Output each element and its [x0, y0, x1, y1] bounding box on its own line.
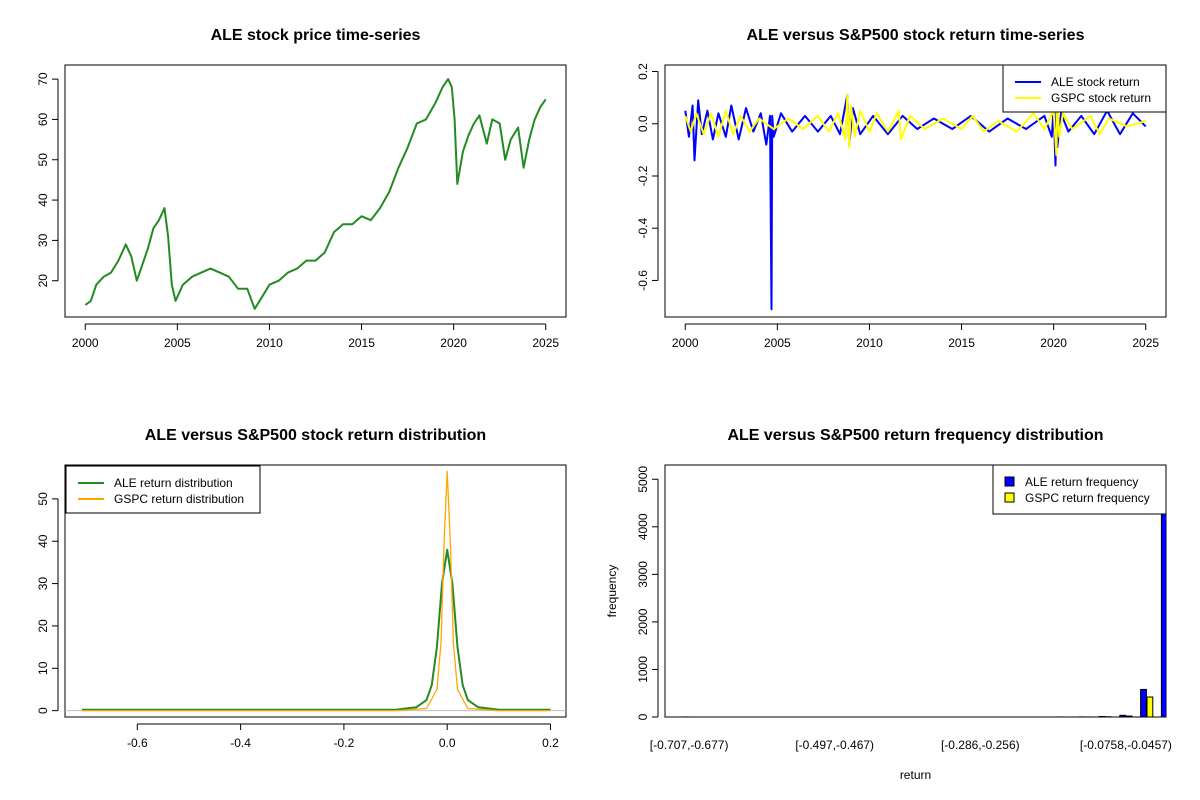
x-axis-title: return	[900, 768, 931, 782]
plot-frame	[64, 64, 567, 318]
x-tick-label: 2020	[1040, 336, 1067, 350]
y-tick-label: 0.0	[636, 115, 650, 132]
y-tick-label: 0.2	[636, 63, 650, 80]
y-tick-label: 60	[36, 112, 50, 126]
legend-box	[992, 464, 1167, 515]
chart-4: ALE versus S&P500 return frequency distr…	[605, 427, 1172, 782]
y-axis: 0 10 20 30 40 50	[36, 492, 59, 714]
x-tick-label: 2005	[764, 336, 791, 350]
y-tick-label: -0.6	[636, 270, 650, 291]
legend-swatch	[1004, 476, 1015, 487]
chart-title: ALE stock price time-series	[211, 27, 421, 44]
x-axis: -0.6 -0.4 -0.2 0.0 0.2	[127, 723, 559, 750]
legend: ALE return distribution GSPC return distr…	[65, 465, 261, 514]
y-axis-title: frequency	[605, 565, 619, 618]
x-tick-label: 2010	[256, 336, 283, 350]
plot-frame	[64, 464, 567, 718]
chart-title: ALE versus S&P500 stock return time-seri…	[747, 27, 1085, 44]
x-tick-label: 0.2	[542, 736, 559, 750]
x-tick-label: -0.4	[230, 736, 251, 750]
legend: ALE stock return GSPC stock return	[1002, 64, 1167, 113]
legend-label: ALE return frequency	[1025, 475, 1138, 489]
gspc-frequency-bar	[1146, 696, 1154, 717]
y-tick-label: 10	[36, 661, 50, 675]
x-tick-label: 2015	[948, 336, 975, 350]
x-tick-label: [-0.0758,-0.0457)	[1080, 738, 1172, 752]
y-tick-label: 0	[36, 707, 50, 714]
y-tick-label: 40	[36, 193, 50, 207]
x-tick-label: 2020	[440, 336, 467, 350]
y-tick-label: 3000	[636, 561, 650, 588]
y-tick-label: 50	[36, 492, 50, 506]
y-tick-label: 2000	[636, 608, 650, 635]
y-tick-label: 50	[36, 153, 50, 167]
x-tick-label: 2010	[856, 336, 883, 350]
ale-frequency-bar	[1140, 688, 1147, 717]
y-axis: 20 30 40 50 60 70	[36, 72, 59, 288]
y-tick-label: 40	[36, 534, 50, 548]
y-tick-label: -0.4	[636, 218, 650, 239]
legend-box	[1002, 64, 1167, 113]
y-tick-label: 30	[36, 233, 50, 247]
price-series-line	[84, 78, 547, 310]
y-tick-label: 30	[36, 577, 50, 591]
legend-box	[65, 465, 261, 514]
legend: ALE return frequency GSPC return frequenc…	[992, 464, 1167, 515]
y-tick-label: 5000	[636, 466, 650, 493]
legend-label: ALE stock return	[1051, 75, 1140, 89]
x-axis: [-0.707,-0.677) [-0.497,-0.467) [-0.286,-0…	[650, 738, 1172, 752]
y-tick-label: 20	[36, 274, 50, 288]
y-tick-label: 20	[36, 619, 50, 633]
gspc-frequency-bar	[1125, 715, 1133, 717]
x-tick-label: 2025	[532, 336, 559, 350]
chart-2: ALE versus S&P500 stock return time-seri…	[636, 27, 1167, 350]
y-tick-label: 4000	[636, 513, 650, 540]
chart-title: ALE versus S&P500 stock return distribut…	[145, 427, 486, 444]
ale-frequency-bar	[1119, 714, 1127, 717]
x-tick-label: 2025	[1132, 336, 1159, 350]
x-tick-label: -0.2	[334, 736, 355, 750]
y-tick-label: 0	[636, 713, 650, 720]
y-axis: -0.6 -0.4 -0.2 0.0 0.2	[636, 63, 659, 291]
x-tick-label: 2000	[672, 336, 699, 350]
x-axis: 2000 2005 2010 2015 2020 2025	[672, 323, 1159, 350]
legend-label: ALE return distribution	[114, 476, 233, 490]
gspc-density-line	[82, 470, 551, 712]
legend-swatch	[1004, 492, 1015, 503]
x-tick-label: [-0.286,-0.256)	[941, 738, 1020, 752]
legend-label: GSPC return frequency	[1025, 491, 1150, 505]
x-tick-label: [-0.707,-0.677)	[650, 738, 729, 752]
x-tick-label: 2005	[164, 336, 191, 350]
x-tick-label: -0.6	[127, 736, 148, 750]
ale-density-line	[82, 548, 551, 711]
y-tick-label: 1000	[636, 656, 650, 683]
x-tick-label: 2015	[348, 336, 375, 350]
legend-label: GSPC return distribution	[114, 492, 244, 506]
x-tick-label: [-0.497,-0.467)	[795, 738, 874, 752]
y-tick-label: 70	[36, 72, 50, 86]
y-axis: 0 1000 2000 3000 4000 5000	[636, 466, 659, 720]
y-tick-label: -0.2	[636, 165, 650, 186]
x-axis: 2000 2005 2010 2015 2020 2025	[72, 323, 559, 350]
plot-frame	[664, 64, 1167, 318]
x-tick-label: 0.0	[439, 736, 456, 750]
legend-label: GSPC stock return	[1051, 91, 1151, 105]
chart-title: ALE versus S&P500 return frequency distr…	[727, 427, 1103, 444]
chart-3: ALE versus S&P500 stock return distribut…	[36, 427, 567, 750]
x-tick-label: 2000	[72, 336, 99, 350]
